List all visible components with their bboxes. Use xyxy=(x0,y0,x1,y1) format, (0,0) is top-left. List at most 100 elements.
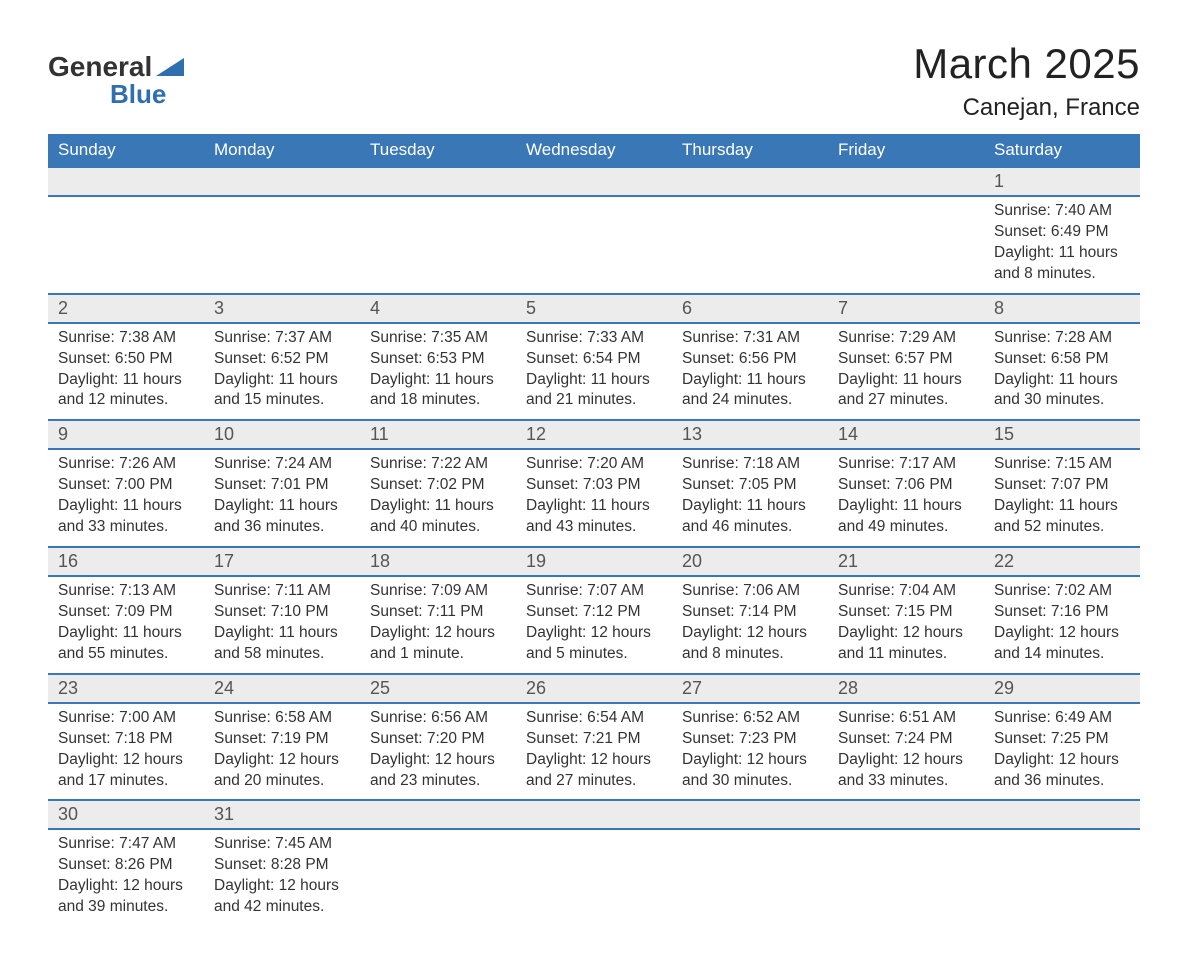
day-number: 20 xyxy=(672,548,828,575)
sunset-line: Sunset: 6:53 PM xyxy=(370,349,506,370)
day-number: 22 xyxy=(984,548,1140,575)
day-number-cell: 9 xyxy=(48,420,204,449)
daylight-line: Daylight: 11 hours and 24 minutes. xyxy=(682,370,818,412)
daylight-line: Daylight: 11 hours and 46 minutes. xyxy=(682,496,818,538)
sunset-line: Sunset: 7:11 PM xyxy=(370,602,506,623)
day-number-cell: 5 xyxy=(516,294,672,323)
daylight-line: Daylight: 11 hours and 21 minutes. xyxy=(526,370,662,412)
day-content-cell: Sunrise: 7:13 AMSunset: 7:09 PMDaylight:… xyxy=(48,576,204,674)
day-number-cell xyxy=(828,167,984,196)
weekday-header-row: SundayMondayTuesdayWednesdayThursdayFrid… xyxy=(48,134,1140,167)
day-number-cell: 26 xyxy=(516,674,672,703)
day-details: Sunrise: 6:51 AMSunset: 7:24 PMDaylight:… xyxy=(828,704,984,800)
day-details: Sunrise: 7:11 AMSunset: 7:10 PMDaylight:… xyxy=(204,577,360,673)
day-details: Sunrise: 6:52 AMSunset: 7:23 PMDaylight:… xyxy=(672,704,828,800)
sunrise-line: Sunrise: 7:20 AM xyxy=(526,454,662,475)
day-number-cell: 6 xyxy=(672,294,828,323)
day-number-cell: 19 xyxy=(516,547,672,576)
weekday-header: Tuesday xyxy=(360,134,516,167)
week-daynum-row: 9101112131415 xyxy=(48,420,1140,449)
day-number-cell: 30 xyxy=(48,800,204,829)
day-number: 14 xyxy=(828,421,984,448)
day-number: 24 xyxy=(204,675,360,702)
sunset-line: Sunset: 7:23 PM xyxy=(682,729,818,750)
day-number: 28 xyxy=(828,675,984,702)
day-content-cell: Sunrise: 7:18 AMSunset: 7:05 PMDaylight:… xyxy=(672,449,828,547)
day-details: Sunrise: 7:22 AMSunset: 7:02 PMDaylight:… xyxy=(360,450,516,546)
weekday-header: Sunday xyxy=(48,134,204,167)
day-details: Sunrise: 7:31 AMSunset: 6:56 PMDaylight:… xyxy=(672,324,828,420)
day-details: Sunrise: 6:54 AMSunset: 7:21 PMDaylight:… xyxy=(516,704,672,800)
day-content-cell: Sunrise: 7:26 AMSunset: 7:00 PMDaylight:… xyxy=(48,449,204,547)
day-details: Sunrise: 7:18 AMSunset: 7:05 PMDaylight:… xyxy=(672,450,828,546)
day-number: 4 xyxy=(360,295,516,322)
day-content-cell xyxy=(204,196,360,294)
day-number: 25 xyxy=(360,675,516,702)
daylight-line: Daylight: 11 hours and 12 minutes. xyxy=(58,370,194,412)
day-details: Sunrise: 6:49 AMSunset: 7:25 PMDaylight:… xyxy=(984,704,1140,800)
day-details: Sunrise: 7:45 AMSunset: 8:28 PMDaylight:… xyxy=(204,830,360,926)
day-number: 31 xyxy=(204,801,360,828)
day-number-cell: 15 xyxy=(984,420,1140,449)
sunset-line: Sunset: 6:56 PM xyxy=(682,349,818,370)
day-content-cell: Sunrise: 7:45 AMSunset: 8:28 PMDaylight:… xyxy=(204,829,360,926)
daylight-line: Daylight: 11 hours and 15 minutes. xyxy=(214,370,350,412)
sunrise-line: Sunrise: 7:17 AM xyxy=(838,454,974,475)
sunset-line: Sunset: 7:06 PM xyxy=(838,475,974,496)
day-content-cell: Sunrise: 7:35 AMSunset: 6:53 PMDaylight:… xyxy=(360,323,516,421)
day-content-cell: Sunrise: 7:37 AMSunset: 6:52 PMDaylight:… xyxy=(204,323,360,421)
week-content-row: Sunrise: 7:00 AMSunset: 7:18 PMDaylight:… xyxy=(48,703,1140,801)
day-number: 5 xyxy=(516,295,672,322)
day-content-cell: Sunrise: 6:58 AMSunset: 7:19 PMDaylight:… xyxy=(204,703,360,801)
day-content-cell: Sunrise: 7:33 AMSunset: 6:54 PMDaylight:… xyxy=(516,323,672,421)
day-number: 26 xyxy=(516,675,672,702)
daylight-line: Daylight: 12 hours and 39 minutes. xyxy=(58,876,194,918)
daylight-line: Daylight: 11 hours and 43 minutes. xyxy=(526,496,662,538)
day-details: Sunrise: 7:20 AMSunset: 7:03 PMDaylight:… xyxy=(516,450,672,546)
title-block: March 2025 Canejan, France xyxy=(913,40,1140,122)
daylight-line: Daylight: 11 hours and 27 minutes. xyxy=(838,370,974,412)
day-details: Sunrise: 7:06 AMSunset: 7:14 PMDaylight:… xyxy=(672,577,828,673)
day-number-cell: 31 xyxy=(204,800,360,829)
day-number-cell xyxy=(360,800,516,829)
day-number: 27 xyxy=(672,675,828,702)
day-number-cell xyxy=(516,800,672,829)
sunset-line: Sunset: 7:20 PM xyxy=(370,729,506,750)
daylight-line: Daylight: 11 hours and 30 minutes. xyxy=(994,370,1130,412)
day-content-cell: Sunrise: 7:38 AMSunset: 6:50 PMDaylight:… xyxy=(48,323,204,421)
day-content-cell xyxy=(672,196,828,294)
day-number-cell: 11 xyxy=(360,420,516,449)
sunrise-line: Sunrise: 6:51 AM xyxy=(838,708,974,729)
day-number: 10 xyxy=(204,421,360,448)
day-details: Sunrise: 7:26 AMSunset: 7:00 PMDaylight:… xyxy=(48,450,204,546)
sunrise-line: Sunrise: 7:11 AM xyxy=(214,581,350,602)
day-number-cell: 13 xyxy=(672,420,828,449)
day-number: 11 xyxy=(360,421,516,448)
day-number: 21 xyxy=(828,548,984,575)
daylight-line: Daylight: 12 hours and 33 minutes. xyxy=(838,750,974,792)
daylight-line: Daylight: 12 hours and 1 minute. xyxy=(370,623,506,665)
sunrise-line: Sunrise: 6:58 AM xyxy=(214,708,350,729)
day-number-cell: 23 xyxy=(48,674,204,703)
daylight-line: Daylight: 12 hours and 17 minutes. xyxy=(58,750,194,792)
day-content-cell xyxy=(828,196,984,294)
sunset-line: Sunset: 7:25 PM xyxy=(994,729,1130,750)
sunset-line: Sunset: 6:50 PM xyxy=(58,349,194,370)
day-number: 15 xyxy=(984,421,1140,448)
day-details: Sunrise: 6:56 AMSunset: 7:20 PMDaylight:… xyxy=(360,704,516,800)
day-number-cell: 3 xyxy=(204,294,360,323)
day-number-cell: 24 xyxy=(204,674,360,703)
week-content-row: Sunrise: 7:26 AMSunset: 7:00 PMDaylight:… xyxy=(48,449,1140,547)
day-details: Sunrise: 7:40 AMSunset: 6:49 PMDaylight:… xyxy=(984,197,1140,293)
day-details: Sunrise: 7:28 AMSunset: 6:58 PMDaylight:… xyxy=(984,324,1140,420)
day-content-cell: Sunrise: 6:56 AMSunset: 7:20 PMDaylight:… xyxy=(360,703,516,801)
sunrise-line: Sunrise: 7:04 AM xyxy=(838,581,974,602)
month-title: March 2025 xyxy=(913,40,1140,88)
day-number: 1 xyxy=(984,168,1140,195)
day-number-cell: 18 xyxy=(360,547,516,576)
daylight-line: Daylight: 12 hours and 23 minutes. xyxy=(370,750,506,792)
day-details: Sunrise: 7:29 AMSunset: 6:57 PMDaylight:… xyxy=(828,324,984,420)
sunrise-line: Sunrise: 7:35 AM xyxy=(370,328,506,349)
daylight-line: Daylight: 12 hours and 11 minutes. xyxy=(838,623,974,665)
day-content-cell: Sunrise: 7:20 AMSunset: 7:03 PMDaylight:… xyxy=(516,449,672,547)
